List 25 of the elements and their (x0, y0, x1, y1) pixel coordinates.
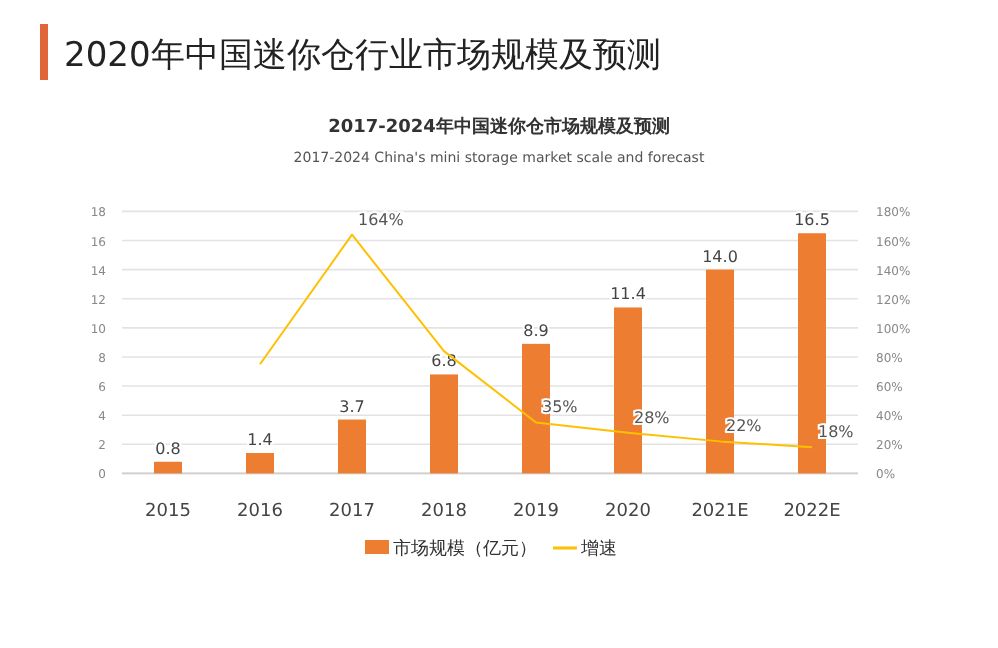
legend-label: 市场规模（亿元） (393, 538, 537, 560)
x-tick-label: 2020 (605, 502, 652, 522)
chart-title: 2020年中国迷你仓行业市场规模及预测 (64, 36, 661, 76)
x-tick-label: 2017 (329, 502, 375, 522)
data-label: 8.9 (523, 321, 549, 340)
bar (338, 419, 366, 474)
chart-subtitle: 2017-2024年中国迷你仓市场规模及预测 (328, 116, 670, 138)
data-label: 164% (358, 210, 405, 229)
data-label: 11.4 (610, 285, 646, 304)
legend-label: 增速 (579, 538, 617, 560)
x-tick-label: 2019 (513, 502, 560, 522)
data-label: 0.8 (155, 439, 181, 458)
data-label: 14.0 (702, 247, 738, 266)
x-tick-label: 2018 (421, 502, 468, 522)
data-label: 6.8 (431, 352, 457, 371)
x-tick-label: 2022E (783, 502, 842, 522)
x-tick-label: 2015 (145, 502, 191, 522)
data-label: 3.7 (339, 397, 365, 416)
bar (154, 461, 182, 474)
data-label: 1.4 (247, 431, 273, 450)
bar (246, 453, 274, 474)
x-tick-label: 2016 (237, 502, 284, 522)
data-label: 16.5 (794, 211, 830, 230)
bar (430, 374, 458, 474)
x-tick-label: 2021E (691, 502, 750, 522)
